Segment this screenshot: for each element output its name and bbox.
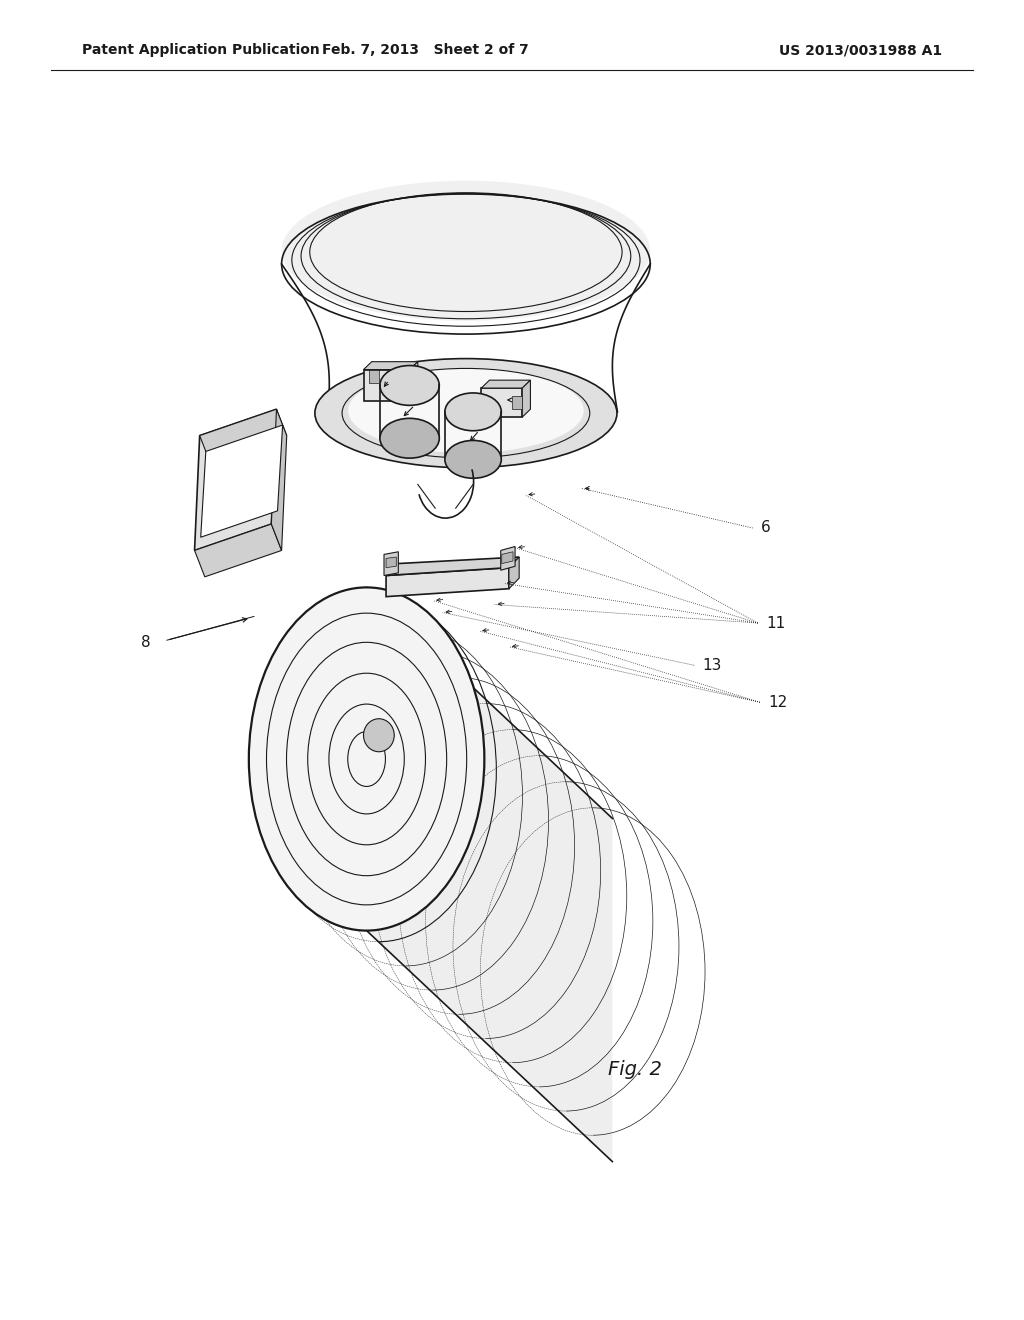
- Text: Patent Application Publication: Patent Application Publication: [82, 44, 319, 57]
- Polygon shape: [364, 370, 410, 401]
- Ellipse shape: [249, 587, 484, 931]
- Ellipse shape: [348, 368, 584, 453]
- Ellipse shape: [315, 359, 616, 467]
- Polygon shape: [410, 362, 418, 401]
- Polygon shape: [481, 388, 522, 417]
- Polygon shape: [509, 557, 519, 589]
- Text: Feb. 7, 2013   Sheet 2 of 7: Feb. 7, 2013 Sheet 2 of 7: [322, 44, 528, 57]
- Text: Fig. 2: Fig. 2: [608, 1060, 662, 1078]
- Text: 8: 8: [141, 635, 151, 651]
- Polygon shape: [195, 524, 282, 577]
- Text: 6: 6: [761, 520, 771, 536]
- Text: 13: 13: [702, 657, 722, 673]
- Polygon shape: [364, 362, 418, 370]
- Ellipse shape: [282, 181, 650, 321]
- Polygon shape: [200, 409, 287, 462]
- Polygon shape: [195, 409, 276, 550]
- Polygon shape: [271, 409, 287, 550]
- Text: 11: 11: [766, 615, 785, 631]
- Polygon shape: [501, 546, 515, 570]
- Text: US 2013/0031988 A1: US 2013/0031988 A1: [779, 44, 942, 57]
- Ellipse shape: [444, 393, 502, 430]
- Polygon shape: [481, 380, 530, 388]
- Ellipse shape: [444, 441, 502, 478]
- Polygon shape: [502, 552, 513, 564]
- Polygon shape: [386, 557, 519, 576]
- Polygon shape: [201, 425, 283, 537]
- Polygon shape: [512, 396, 522, 409]
- Ellipse shape: [380, 418, 439, 458]
- Polygon shape: [522, 380, 530, 417]
- Polygon shape: [369, 370, 379, 383]
- Polygon shape: [386, 557, 396, 568]
- Polygon shape: [386, 568, 509, 597]
- Ellipse shape: [364, 718, 394, 752]
- Ellipse shape: [380, 366, 439, 405]
- Polygon shape: [367, 587, 612, 1162]
- Text: 12: 12: [768, 694, 787, 710]
- Polygon shape: [384, 552, 398, 576]
